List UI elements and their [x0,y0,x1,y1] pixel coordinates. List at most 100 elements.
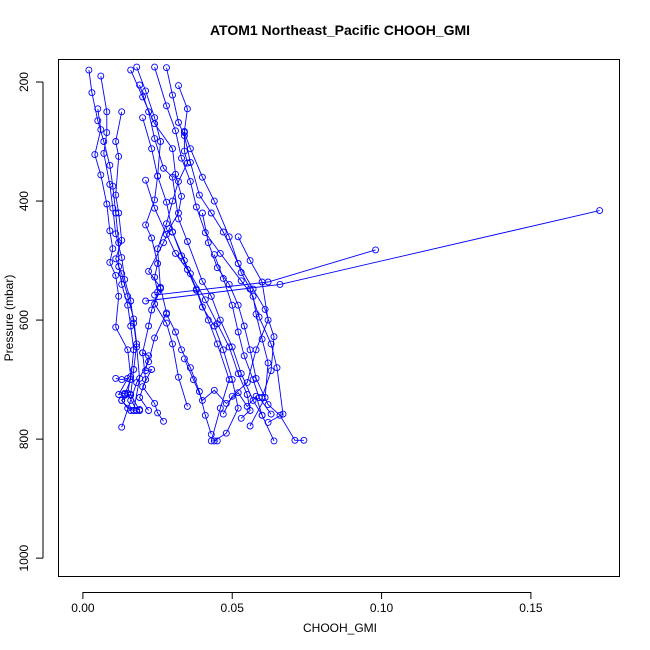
data-point [115,152,123,160]
data-point [169,340,176,348]
data-point [210,251,218,259]
data-point [180,355,188,363]
data-point [201,296,209,304]
data-point [133,340,141,348]
data-point [279,410,287,418]
data-point [112,191,120,199]
y-tick-label: 1000 [17,544,31,571]
data-point [163,102,170,110]
data-point [234,260,242,267]
data-point [186,270,194,278]
data-point [151,291,159,299]
data-point [163,310,170,318]
data-point [172,127,179,135]
data-point [151,204,159,212]
data-point [94,105,102,113]
data-point [183,238,191,245]
data-point [175,119,182,126]
data-point [160,164,167,172]
series-line [201,212,304,441]
data-point [97,126,105,134]
data-point [127,391,135,399]
data-point [145,267,153,275]
data-point [97,171,105,179]
data-point [145,352,153,360]
data-point [204,239,212,247]
data-point [103,200,111,208]
data-point [151,399,159,407]
data-point [151,63,159,71]
data-point [130,315,138,323]
data-point [243,391,251,398]
data-point [139,383,147,391]
data-point [213,340,221,348]
data-point [124,404,132,412]
data-point [142,376,150,384]
y-tick-label: 800 [17,429,31,449]
data-point [145,322,153,330]
data-point [133,379,141,387]
plot-marks-layer [85,63,604,445]
data-point [225,280,233,288]
data-point [213,264,221,272]
data-point [115,263,123,270]
data-point [198,173,206,181]
data-point [136,405,144,413]
series-line [166,313,212,435]
data-point [169,228,176,236]
data-point [154,409,162,417]
data-point [91,151,99,159]
data-point [291,436,299,444]
data-point [169,145,176,153]
data-point [124,374,132,382]
data-point [264,401,272,409]
data-point [246,257,254,265]
data-point [109,245,117,253]
data-point [267,340,275,348]
data-point [225,343,233,351]
series-line [222,236,269,415]
data-point [151,334,159,342]
data-point [118,396,126,404]
data-point [300,436,308,444]
data-point [178,192,185,200]
data-point [198,209,206,217]
data-point [118,108,126,116]
data-point [112,255,120,263]
data-point [264,418,272,426]
data-point [106,258,114,266]
data-point [151,300,159,308]
data-point [136,81,144,89]
data-point [186,177,194,185]
series-line [183,132,284,423]
data-point [142,221,150,229]
data-point [186,145,194,153]
data-point [85,66,93,74]
data-point [145,108,153,116]
data-point [160,239,167,247]
data-point [252,346,260,354]
data-point [276,280,284,288]
series-line [115,111,140,411]
data-point [183,105,191,113]
data-point [246,422,254,430]
data-point [151,273,159,281]
data-point [192,285,200,293]
data-point [154,245,162,253]
data-point [172,328,179,336]
data-point [106,161,114,169]
data-point [234,370,242,378]
x-tick-label: 0.10 [370,601,394,615]
x-tick-label: 0.15 [519,601,543,615]
data-point [207,430,215,438]
data-point [210,197,218,205]
data-point [255,313,263,321]
series-line [166,67,275,398]
data-point [142,176,150,184]
chart-title: ATOM1 Northeast_Pacific CHOOH_GMI [210,22,470,38]
series-line [139,84,275,442]
data-point [264,359,272,367]
series-line [121,69,182,428]
data-point [163,230,170,238]
